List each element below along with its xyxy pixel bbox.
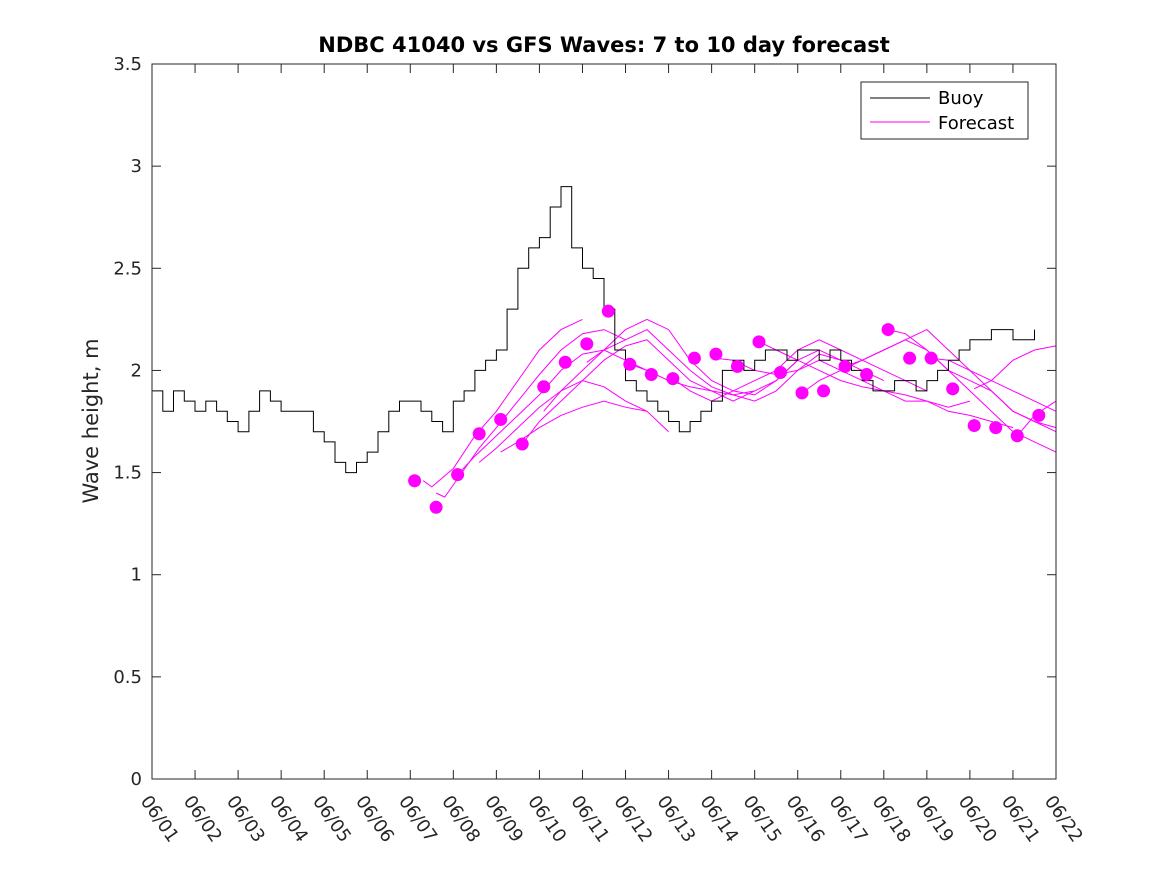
forecast-point [1032,408,1046,422]
forecast-line [543,318,799,412]
forecast-point [903,351,917,365]
forecast-point [860,368,874,382]
forecast-line [422,318,583,488]
forecast-point [773,365,787,379]
forecast-point [408,474,422,488]
forecast-point [472,427,486,441]
forecast-point [817,384,831,398]
y-tick-label: 3.5 [113,54,142,75]
y-tick-label: 0 [131,769,142,790]
y-tick-label: 0.5 [113,667,142,688]
y-axis-ticks: 0 0.5 1 1.5 2 2.5 3 3.5 [113,54,1056,790]
buoy-line [152,186,1035,474]
forecast-point [967,419,981,433]
legend-box [860,81,1029,140]
forecast-point [989,421,1003,435]
plot-area [152,64,1056,779]
forecast-line [457,349,648,475]
forecast-point [666,372,680,386]
y-tick-label: 1.5 [113,463,142,484]
y-tick-label: 3 [131,156,142,177]
forecast-line [887,329,1057,429]
forecast-point [795,386,809,400]
forecast-point [687,351,701,365]
forecast-line [521,339,755,445]
forecast-point [1010,429,1024,443]
forecast-point [623,357,637,371]
forecast-point [644,368,658,382]
forecast-point [881,323,895,337]
buoy-series [152,186,1035,474]
legend-label-forecast: Forecast [938,113,1014,134]
legend-label-buoy: Buoy [938,88,984,109]
legend: Buoy Forecast [860,81,1029,140]
forecast-points [408,304,1046,514]
forecast-point [494,412,508,426]
forecast-point [537,380,551,394]
forecast-point [946,382,960,396]
chart-title: NDBC 41040 vs GFS Waves: 7 to 10 day for… [318,33,889,57]
forecast-point [515,437,529,451]
y-tick-label: 2.5 [113,258,142,279]
forecast-point [838,359,852,373]
plot-frame [151,63,1057,780]
forecast-point [709,347,723,361]
forecast-point [730,359,744,373]
forecast-point [924,351,938,365]
y-tick-label: 1 [131,565,142,586]
forecast-point [451,468,465,482]
forecast-point [580,337,594,351]
forecast-point [429,500,443,514]
y-tick-label: 2 [131,360,142,381]
forecast-point [601,304,615,318]
forecast-point [558,355,572,369]
forecast-line [973,345,1057,390]
y-axis-label: Wave height, m [79,338,103,503]
forecast-line [478,380,669,463]
forecast-point [752,335,766,349]
